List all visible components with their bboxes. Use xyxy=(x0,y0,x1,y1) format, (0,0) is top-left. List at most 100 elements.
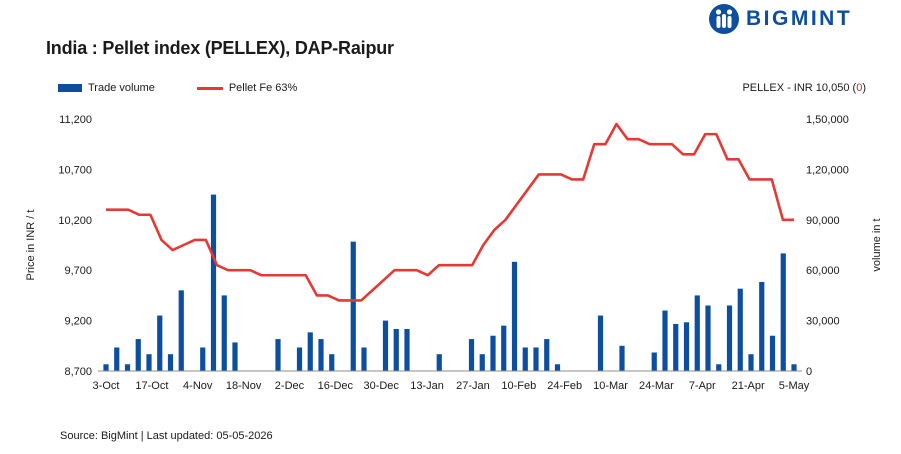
x-tick-label: 10-Mar xyxy=(593,380,628,392)
legend-item-trade-volume: Trade volume xyxy=(58,82,155,94)
volume-bar xyxy=(683,322,690,371)
y-right-tick-label: 1,20,000 xyxy=(806,164,849,176)
volume-bar xyxy=(221,295,227,371)
volume-bar xyxy=(103,364,109,371)
volume-bar xyxy=(651,352,657,371)
volume-bar xyxy=(780,253,786,371)
volume-bar xyxy=(114,347,120,371)
volume-bar xyxy=(705,305,711,371)
volume-bar xyxy=(726,305,733,371)
volume-bar xyxy=(479,354,485,371)
x-tick-label: 18-Nov xyxy=(226,380,262,392)
x-axis: 3-Oct 17-Oct 4-Nov 18-Nov 2-Dec 16-Dec 30-Dec 1… xyxy=(93,370,810,392)
chart-title: India : Pellet index (PELLEX), DAP-Raipu… xyxy=(46,38,394,58)
volume-bar xyxy=(157,315,163,371)
legend-swatch-line xyxy=(196,86,223,90)
volume-bar xyxy=(737,288,743,371)
volume-bar xyxy=(791,364,797,371)
y-right-tick-label: 0 xyxy=(806,366,812,378)
legend-swatch-bar xyxy=(58,84,82,92)
x-tick-label: 5-May xyxy=(779,380,810,392)
y-left-tick-label: 10,200 xyxy=(58,215,92,227)
x-tick-label: 4-Nov xyxy=(183,380,213,392)
x-tick-label: 2-Dec xyxy=(275,380,305,392)
chart-legend: Trade volume Pellet Fe 63% xyxy=(58,82,339,94)
line-series-pellet xyxy=(106,122,794,302)
volume-bar xyxy=(361,347,367,371)
legend-label-pellet: Pellet Fe 63% xyxy=(228,82,298,94)
x-tick-label: 13-Jan xyxy=(410,380,444,392)
volume-bar xyxy=(167,354,174,371)
y-axis-left: 11,200 10,700 10,200 9,700 9,200 8,700 xyxy=(58,114,92,378)
volume-bar xyxy=(769,335,776,371)
volume-bar xyxy=(619,345,625,371)
volume-bar xyxy=(124,364,131,371)
y-axis-right: 1,50,000 1,20,000 90,000 60,000 30,000 0 xyxy=(806,114,849,378)
volume-bar xyxy=(490,335,496,371)
latest-open-paren: ( xyxy=(849,82,857,94)
y-axis-left-label: Price in INR / t xyxy=(25,210,37,281)
volume-bar xyxy=(694,295,700,371)
bar-series-trade-volume xyxy=(103,194,797,371)
volume-bar xyxy=(178,290,184,371)
people-logo-icon xyxy=(709,4,739,34)
volume-bar xyxy=(436,354,442,371)
legend-label-trade-volume: Trade volume xyxy=(88,82,155,94)
volume-bar xyxy=(382,320,389,371)
volume-bar xyxy=(501,325,507,371)
y-left-tick-label: 8,700 xyxy=(64,366,92,378)
volume-bar xyxy=(404,329,410,371)
volume-bar xyxy=(275,339,281,371)
volume-bar xyxy=(393,329,399,371)
volume-bar xyxy=(307,332,313,371)
volume-bar xyxy=(146,354,152,371)
latest-price-label: PELLEX - INR 10,050 xyxy=(742,82,850,94)
volume-bar xyxy=(296,347,303,371)
latest-price: PELLEX - INR 10,050 (0) xyxy=(742,82,866,94)
latest-change: 0 xyxy=(856,82,863,94)
x-tick-label: 24-Mar xyxy=(639,380,674,392)
x-tick-label: 24-Feb xyxy=(547,380,582,392)
volume-bar xyxy=(554,364,561,371)
volume-bar xyxy=(232,342,238,371)
volume-bar xyxy=(716,364,722,371)
x-tick-label: 3-Oct xyxy=(93,380,120,392)
brand-name: BIGMINT xyxy=(746,7,853,30)
volume-bar xyxy=(350,241,356,371)
brand-logo: BIGMINT xyxy=(708,3,852,35)
volume-bar xyxy=(673,323,679,371)
y-right-tick-label: 1,50,000 xyxy=(806,114,849,126)
volume-bar xyxy=(135,339,141,371)
x-tick-label: 16-Dec xyxy=(318,380,354,392)
volume-bar xyxy=(468,339,475,371)
x-tick-label: 27-Jan xyxy=(456,380,490,392)
volume-bar xyxy=(748,354,754,371)
y-left-tick-label: 11,200 xyxy=(59,114,92,126)
x-tick-label: 21-Apr xyxy=(732,380,765,392)
volume-bar xyxy=(318,339,324,371)
volume-bar xyxy=(662,310,668,371)
volume-bar xyxy=(522,347,528,371)
x-tick-label: 30-Dec xyxy=(363,380,399,392)
legend-item-pellet: Pellet Fe 63% xyxy=(196,82,298,94)
volume-bar xyxy=(200,347,206,371)
volume-bar xyxy=(210,194,217,371)
volume-bar xyxy=(597,315,604,371)
y-left-tick-label: 9,700 xyxy=(64,265,92,277)
volume-bar xyxy=(511,261,518,371)
source-footer: Source: BigMint | Last updated: 05-05-20… xyxy=(60,430,273,442)
y-right-tick-label: 90,000 xyxy=(806,215,840,227)
volume-bar xyxy=(759,281,765,371)
y-right-tick-label: 30,000 xyxy=(806,316,840,328)
volume-bar xyxy=(533,347,539,371)
y-left-tick-label: 9,200 xyxy=(64,316,92,328)
latest-close-paren: ) xyxy=(862,82,866,94)
x-tick-label: 17-Oct xyxy=(135,380,168,392)
volume-bar xyxy=(329,354,335,371)
y-left-tick-label: 10,700 xyxy=(58,164,92,176)
y-right-tick-label: 60,000 xyxy=(806,265,840,277)
volume-bar xyxy=(544,339,550,371)
y-axis-right-label: volume in t xyxy=(871,218,883,271)
x-tick-label: 10-Feb xyxy=(501,380,536,392)
